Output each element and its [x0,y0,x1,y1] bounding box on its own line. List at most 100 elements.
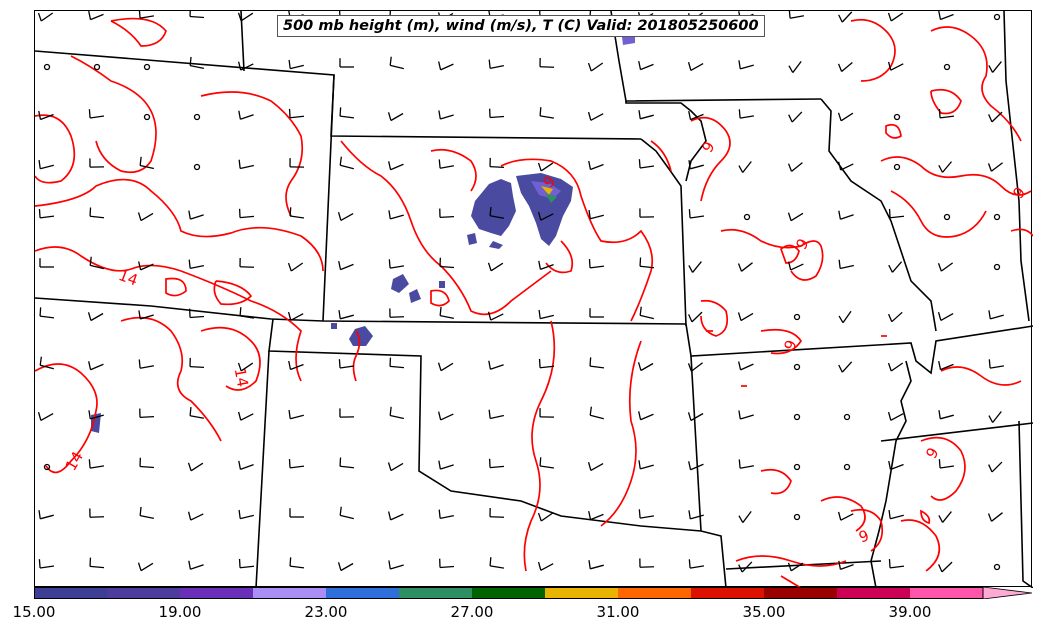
wind-barb-icon [238,208,255,219]
wind-barbs [37,11,1005,573]
wind-barb-icon [688,510,704,520]
wind-barb-icon [339,506,354,520]
wind-barb-icon [289,158,305,168]
wind-barb-icon [289,207,305,219]
wind-barb-icon [287,262,304,272]
wind-barb-icon [738,410,754,420]
colorbar-segment [326,587,400,599]
wind-barb-icon [488,458,505,469]
wind-barb-icon [838,11,853,23]
map-canvas: 14 14 14 9 9 9 9 9 9 9 [35,11,1033,588]
wind-barb-icon [489,557,505,569]
wind-barb-icon [488,360,504,370]
wind-barb-icon [238,460,254,471]
wind-barb-icon [338,359,355,369]
wind-barb-icon [88,459,105,469]
wind-barb-icon [938,410,954,420]
wind-barb-icon [887,362,904,372]
wind-barb-icon [38,510,54,520]
wind-barb-icon [339,58,354,68]
wind-barb-icon [688,111,704,121]
calm-circle-icon [193,113,201,121]
wind-barb-icon [187,462,204,472]
wind-barb-icon [38,110,54,121]
wind-barb-icon [288,360,304,371]
wind-barb-icon [988,461,1003,473]
wind-barb-icon [539,408,555,418]
wind-barb-icon [88,410,104,420]
wind-barb-icon [588,511,604,521]
wind-barb-icon [687,362,703,372]
wind-barb-icon [539,457,555,469]
wind-barb-icon [638,509,655,519]
wind-barb-icon [688,209,705,219]
colorbar-tick-label: 31.00 [596,603,640,621]
wind-barb-icon [738,511,752,523]
wind-barb-icon [89,508,105,518]
colorbar-segment [107,587,181,599]
wind-barb-icon [587,462,604,471]
wind-barb-icon [138,310,154,320]
calm-circle-icon [143,113,151,121]
wind-barb-icon [487,262,504,272]
wind-barb-icon [237,61,254,71]
calm-circle-icon [793,513,801,521]
calm-circle-icon [843,463,851,471]
wind-barb-icon [788,61,802,73]
wind-barb-icon [288,108,305,119]
wind-barb-icon [438,61,454,71]
wind-barb-icon [688,160,704,170]
wind-barb-icon [888,509,904,520]
wind-barb-icon [38,209,55,219]
calm-circle-icon [93,63,101,71]
wind-barb-icon [239,257,255,268]
wind-barb-icon [738,459,755,469]
wind-barb-icon [188,560,204,570]
wind-barb-icon [988,61,1002,73]
wind-barb-icon [288,409,304,420]
wind-barb-icon [338,310,354,320]
colorbar-segment [691,587,765,599]
wind-barb-icon [687,412,704,422]
colorbar-segment [472,587,546,599]
wind-barb-icon [837,161,854,171]
wind-barb-icon [237,12,254,22]
wind-barb-icon [88,11,104,21]
wind-barb-icon [788,11,805,19]
calm-circle-icon [893,113,901,121]
wind-barb-icon [488,409,504,420]
contour-label: 9 [856,526,871,546]
wind-barb-icon [138,11,155,19]
wind-barb-icon [337,562,354,572]
contour-label: 14 [116,266,140,289]
wind-barb-icon [139,457,155,469]
wind-barb-icon [737,312,754,322]
wind-barb-icon [288,459,305,469]
colorbar-tick-label: 35.00 [742,603,786,621]
calm-circle-icon [893,163,901,171]
wind-barb-icon [787,212,804,222]
wind-barb-icon [437,362,454,372]
colorbar [34,587,1032,599]
colorbar-segment [764,587,838,599]
wind-barb-icon [388,259,405,269]
wind-barb-icon [189,308,205,319]
wind-barb-icon [38,159,54,170]
wind-barb-icon [938,109,955,119]
wind-barb-icon [787,562,804,572]
wind-barb-icon [189,56,204,69]
map-frame: 14 14 14 9 9 9 9 9 9 9 [34,10,1033,588]
wind-barb-icon [588,560,604,570]
wind-barb-icon [888,559,905,569]
wind-barb-icon [189,406,205,419]
wind-barb-icon [389,357,405,369]
wind-barb-icon [888,460,904,471]
wind-barb-icon [439,306,454,319]
wind-barb-icon [938,161,952,173]
wind-barb-icon [88,361,104,371]
wind-barb-icon [638,411,654,421]
wind-barb-icon [389,308,405,318]
wind-barb-icon [437,411,454,421]
colorbar-segment [253,587,327,599]
calm-circle-icon [193,163,201,171]
